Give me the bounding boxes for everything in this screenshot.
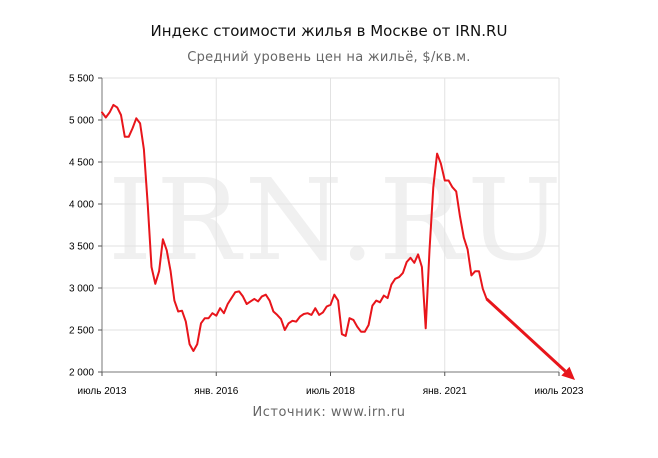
y-tick-label: 4 000 [69, 200, 94, 211]
forecast-arrow [485, 297, 575, 380]
chart-title: Индекс стоимости жилья в Москве от IRN.R… [150, 22, 508, 40]
watermark: IRN.RU [108, 156, 566, 286]
y-tick-label: 2 500 [69, 326, 94, 337]
y-tick-label: 3 500 [69, 242, 94, 253]
x-tick-label: янв. 2016 [194, 386, 238, 397]
x-tick-label: янв. 2021 [423, 386, 467, 397]
y-tick-label: 2 000 [69, 368, 94, 379]
grid-lines [102, 77, 560, 372]
y-axis-ticks: 2 000 2 500 3 000 3 500 4 000 4 500 5 000 5 500 [69, 74, 102, 379]
y-tick-label: 5 500 [69, 74, 94, 85]
chart-source: Источник: www.irn.ru [252, 405, 406, 420]
x-axis-ticks: июль 2013 янв. 2016 июль 2018 янв. 2021 июль… [78, 372, 584, 397]
series-lines [101, 103, 488, 352]
x-tick-label: июль 2013 [78, 386, 127, 397]
arrow-head [561, 366, 575, 380]
x-tick-label: июль 2018 [306, 386, 355, 397]
y-tick-label: 3 000 [69, 284, 94, 295]
x-tick-label: июль 2023 [535, 386, 584, 397]
y-tick-label: 5 000 [69, 116, 94, 127]
series-line-0 [101, 103, 488, 352]
arrow-shaft [485, 297, 567, 373]
y-tick-label: 4 500 [69, 158, 94, 169]
chart-subtitle: Средний уровень цен на жильё, $/кв.м. [187, 50, 471, 65]
